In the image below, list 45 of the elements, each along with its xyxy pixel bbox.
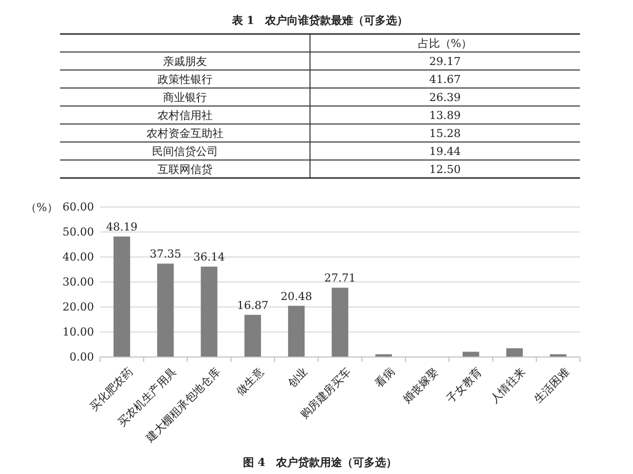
x-tick-label: 婚丧嫁娶 — [400, 365, 441, 406]
x-tick-label: 创业 — [285, 365, 310, 390]
text: 表 1 农户向谁贷款最难（可多选） — [230, 14, 408, 27]
data-label: 12.50 — [429, 163, 461, 176]
data-label: 37.35 — [150, 248, 182, 261]
bar — [506, 348, 523, 357]
category-label: 商业银行 — [163, 91, 207, 104]
y-tick-label: 0.00 — [70, 350, 94, 364]
y-tick-label: 40.00 — [62, 250, 94, 264]
data-label: 19.44 — [429, 145, 461, 158]
text: 占比（%） — [418, 37, 472, 50]
y-tick-label: 50.00 — [62, 226, 94, 239]
bar — [114, 236, 130, 357]
x-tick-label: 子女教育 — [444, 365, 484, 406]
category-label: 亲戚朋友 — [163, 55, 207, 68]
category-label: 互联网信贷 — [158, 163, 212, 176]
y-axis-title: （%） — [26, 201, 58, 214]
bar — [288, 306, 305, 357]
data-label: 29.17 — [429, 55, 461, 68]
text: 图 4 农户贷款用途（可多选） — [242, 456, 398, 469]
bar — [200, 266, 218, 357]
category-label: 民间信贷公司 — [152, 145, 218, 158]
x-tick-label: 生活困难 — [531, 365, 572, 406]
x-tick-label: 看病 — [372, 365, 398, 390]
data-label: 20.48 — [280, 290, 312, 303]
category-label: 政策性银行 — [158, 73, 212, 86]
category-label: 农村信用社 — [158, 109, 212, 122]
data-label: 15.28 — [429, 127, 461, 140]
data-label: 13.89 — [429, 109, 461, 122]
data-label: 41.67 — [429, 73, 461, 86]
data-label: 16.87 — [236, 298, 268, 312]
bar — [332, 288, 348, 357]
x-tick-label: 做生意 — [234, 365, 266, 398]
bar — [157, 264, 174, 357]
category-label: 农村资金互助社 — [146, 127, 224, 140]
y-tick-label: 30.00 — [62, 276, 94, 289]
data-label: 27.71 — [324, 272, 356, 285]
x-tick-label: 人情往来 — [488, 365, 528, 406]
bar — [244, 314, 262, 357]
y-tick-label: 20.00 — [62, 300, 94, 314]
y-tick-label: 60.00 — [62, 200, 94, 214]
data-label: 26.39 — [429, 91, 461, 104]
y-tick-label: 10.00 — [62, 326, 94, 339]
data-label: 36.14 — [193, 250, 225, 264]
data-label: 48.19 — [106, 220, 138, 234]
